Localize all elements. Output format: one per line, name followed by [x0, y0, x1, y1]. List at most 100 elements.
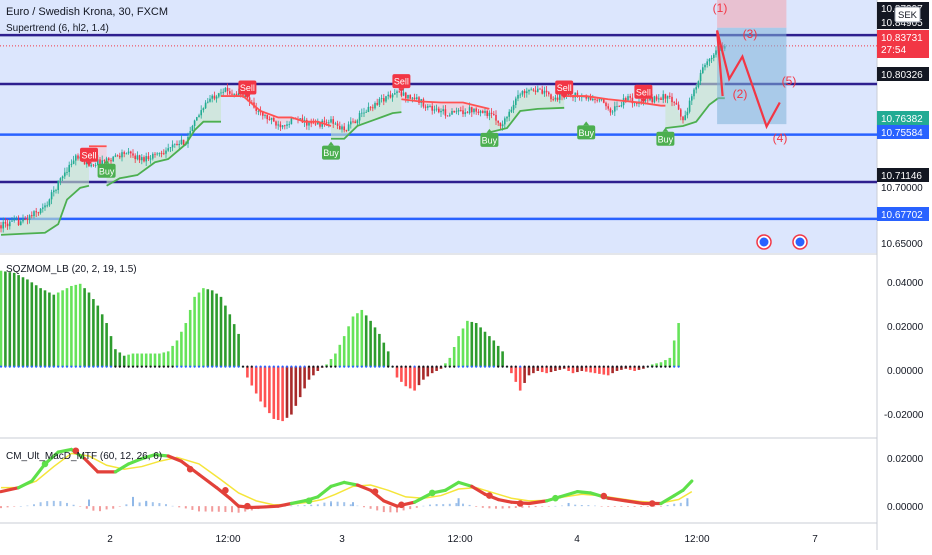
candle-body [629, 96, 631, 98]
economic-event-icon[interactable] [756, 234, 772, 250]
candle [257, 109, 260, 116]
sqz-bar [228, 314, 232, 367]
sqz-dot [153, 365, 157, 368]
sqz-dot [382, 365, 385, 368]
candle [618, 105, 620, 108]
wave-label-4: (4) [773, 131, 788, 145]
macd-line-segment [672, 488, 685, 498]
macd-line-segment [228, 496, 241, 508]
candle [398, 88, 400, 93]
price-scale[interactable]: 10.87397 10.84905 SEK 10.83731 27:54 10.… [877, 2, 929, 250]
price-tag-l3: 10.75584 [881, 128, 923, 139]
sqz-dot [343, 365, 346, 368]
sqz-bar [483, 331, 487, 367]
candle [389, 90, 392, 99]
candle [482, 109, 484, 114]
candle-body [66, 172, 68, 173]
supertrend-line [331, 111, 402, 140]
candle-body [378, 98, 381, 105]
sqz-bar [78, 283, 82, 367]
candle [523, 89, 526, 98]
macd-tick-1: 0.00000 [887, 502, 924, 513]
time-axis[interactable]: 2 12:00 3 12:00 4 12:00 7 [107, 534, 818, 545]
candle-body [695, 87, 697, 90]
sqz-dot [202, 365, 205, 368]
candle [167, 143, 169, 152]
candle [440, 108, 442, 118]
macd-histogram-bar [435, 504, 438, 507]
macd-histogram-bar [415, 506, 418, 508]
candle-body [598, 99, 601, 101]
candle-body [512, 105, 515, 110]
sqz-bar [303, 366, 306, 389]
sqz-bar [153, 353, 157, 367]
macd-line-segment [681, 479, 694, 492]
currency-badge-bg[interactable] [894, 6, 921, 23]
price-tag-l5-bg [877, 207, 929, 221]
candle [61, 175, 64, 181]
sqz-bar [373, 327, 377, 367]
sqz-dot [483, 365, 487, 368]
candle [673, 100, 675, 106]
candle-body [345, 130, 348, 131]
sqz-dot [475, 365, 478, 368]
candle-body [405, 92, 407, 99]
macd-histogram-bar [448, 503, 451, 507]
candle [537, 85, 539, 93]
candle-body [270, 117, 273, 120]
sqz-scale[interactable]: 0.04000 0.02000 0.00000 -0.02000 [884, 278, 924, 421]
sqz-bar [312, 366, 315, 376]
candle-body [77, 155, 79, 159]
candle-body [383, 98, 385, 102]
macd-line-segment [289, 499, 307, 506]
candle [158, 152, 161, 157]
candle-body [35, 211, 37, 213]
sqz-dot [673, 365, 676, 368]
macd-scale[interactable]: 0.02000 0.00000 [887, 454, 924, 513]
candle [130, 150, 132, 158]
macd-histogram-bar [46, 501, 49, 507]
currency-badge[interactable]: SEK [898, 10, 918, 21]
buy-signal: Buy [480, 128, 499, 147]
candle [607, 103, 609, 111]
candle-body [713, 54, 715, 58]
sqz-bar [92, 299, 95, 367]
candle [160, 150, 163, 158]
sqz-bar [395, 366, 399, 378]
candle-body [136, 155, 139, 160]
candle [394, 89, 396, 95]
candle [554, 94, 557, 102]
candle-body [369, 106, 372, 108]
candle-body [37, 212, 40, 214]
event-icons[interactable] [756, 234, 808, 250]
candle-body [409, 94, 411, 99]
sqz-dot [17, 365, 20, 368]
candle [116, 154, 119, 157]
economic-event-icon[interactable] [792, 234, 808, 250]
candle [209, 94, 211, 103]
candle [508, 109, 510, 122]
candle-body [585, 96, 587, 99]
sqz-dot [140, 365, 143, 368]
macd-histogram-bar [138, 502, 141, 507]
candle [147, 152, 150, 161]
sqz-dot [356, 365, 359, 368]
candle-body [220, 92, 222, 94]
macd-histogram-bar [26, 505, 29, 507]
candle-body [398, 91, 400, 93]
candle [207, 97, 209, 104]
candle-body [462, 110, 464, 115]
candle [532, 87, 535, 92]
sqz-bar [664, 360, 667, 367]
buy-signal-label: Buy [99, 166, 115, 176]
candle [677, 101, 680, 111]
candle-body [660, 98, 662, 100]
sqz-bar [633, 366, 636, 371]
candle-body [286, 124, 288, 126]
candle-body [614, 106, 616, 112]
candle [552, 96, 554, 102]
candle-body [715, 50, 717, 55]
candle [176, 140, 178, 146]
candle-body [114, 155, 117, 157]
